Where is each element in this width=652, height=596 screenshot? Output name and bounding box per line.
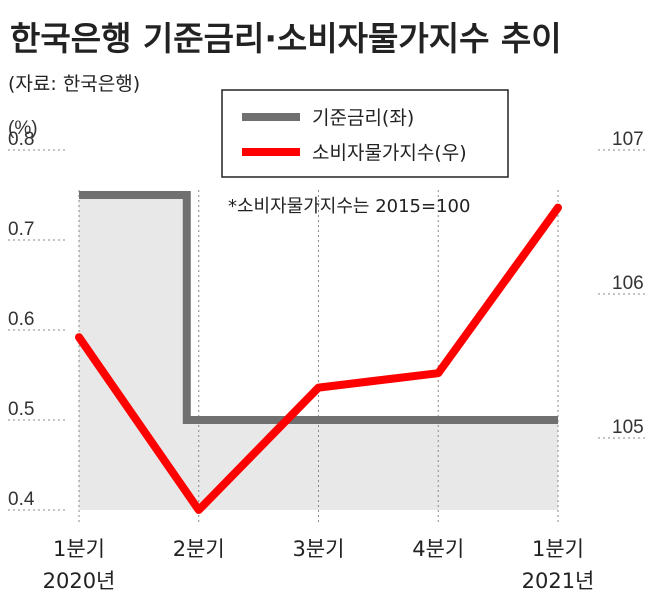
ticks-layer: 0.8 0.7 0.6 0.5 0.4 107 106 105 1분기 2020년 2분기 3분기 4분…: [8, 129, 644, 593]
x-tick-year-label: 2020년: [43, 569, 116, 593]
series-line-cpi: [75, 203, 562, 514]
lines-layer: [75, 191, 562, 514]
right-tick-label: 106: [612, 273, 644, 294]
x-tick-label: 2분기: [173, 537, 225, 561]
legend-label-rate: 기준금리(좌): [312, 107, 414, 129]
x-tick-label: 1분기: [532, 537, 584, 561]
legend: 기준금리(좌) 소비자물가지수(우): [221, 89, 509, 178]
rate-area-fill: [79, 195, 558, 510]
left-tick-label: 0.4: [8, 489, 35, 510]
series-line-rate: [79, 191, 558, 424]
area-layer: [79, 195, 558, 510]
right-tick-label: 105: [612, 417, 644, 438]
x-tick-year-label: 2021년: [522, 569, 595, 593]
legend-box: [221, 89, 509, 178]
right-tick-label: 107: [612, 129, 644, 150]
x-tick-label: 1분기: [53, 537, 105, 561]
legend-note: *소비자물가지수는 2015=100: [228, 196, 470, 217]
left-tick-label: 0.8: [8, 129, 34, 150]
left-tick-label: 0.6: [8, 309, 34, 330]
x-tick-label: 3분기: [292, 537, 344, 561]
left-tick-label: 0.5: [8, 399, 34, 420]
chart-source: (자료: 한국은행): [8, 73, 140, 95]
chart-title: 한국은행 기준금리·소비자물가지수 추이: [10, 19, 562, 58]
guides-layer: [8, 149, 648, 522]
left-axis-unit: (%): [8, 118, 38, 139]
left-tick-label: 0.7: [8, 219, 34, 240]
x-tick-label: 4분기: [412, 537, 464, 561]
legend-label-cpi: 소비자물가지수(우): [312, 142, 467, 164]
